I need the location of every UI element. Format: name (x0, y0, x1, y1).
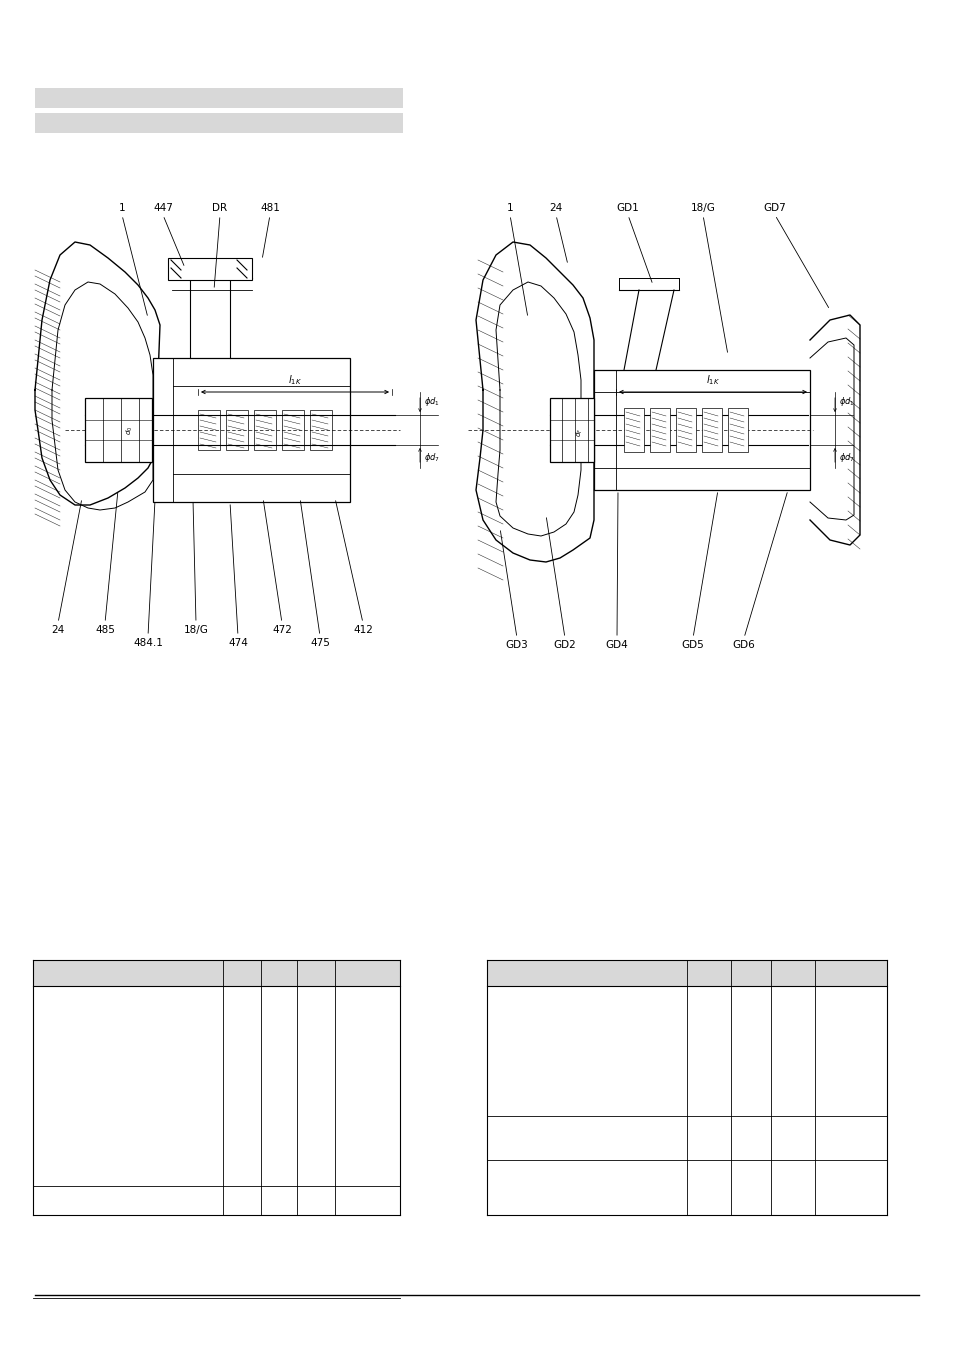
Bar (649, 408, 669, 453)
Text: $\phi d_1$: $\phi d_1$ (423, 396, 439, 408)
Bar (486, 961, 886, 986)
Bar (594, 370, 809, 490)
Bar (152, 358, 350, 503)
Bar (198, 409, 220, 450)
Bar (623, 408, 643, 453)
Text: $\phi d_7$: $\phi d_7$ (838, 451, 854, 465)
Bar (550, 399, 594, 462)
Bar (35, 88, 402, 108)
Text: GD4: GD4 (605, 640, 628, 650)
Text: $l_{1K}$: $l_{1K}$ (705, 373, 720, 386)
Text: 24: 24 (51, 626, 65, 635)
Text: $l_{1K}$: $l_{1K}$ (288, 373, 302, 386)
Text: $\phi d_7$: $\phi d_7$ (423, 451, 439, 465)
Text: 447: 447 (152, 203, 172, 213)
Text: 474: 474 (228, 638, 248, 648)
Bar (727, 408, 747, 453)
Text: GD3: GD3 (505, 640, 528, 650)
Text: GD6: GD6 (732, 640, 755, 650)
Text: GD5: GD5 (680, 640, 703, 650)
Text: 412: 412 (353, 626, 373, 635)
Text: 1: 1 (118, 203, 125, 213)
Text: 18/G: 18/G (690, 203, 715, 213)
Text: $d_0$: $d_0$ (125, 426, 135, 435)
Text: $\phi d_1$: $\phi d_1$ (838, 396, 854, 408)
Bar (701, 408, 721, 453)
Text: 475: 475 (310, 638, 330, 648)
Bar (226, 409, 248, 450)
Bar (85, 399, 152, 462)
Bar (282, 409, 304, 450)
Text: 18/G: 18/G (183, 626, 208, 635)
Bar (253, 409, 275, 450)
Text: 472: 472 (272, 626, 292, 635)
Bar (168, 258, 252, 280)
Text: GD2: GD2 (553, 640, 576, 650)
Bar (35, 113, 402, 132)
Text: 485: 485 (95, 626, 114, 635)
Text: DR: DR (213, 203, 228, 213)
Bar (676, 408, 696, 453)
Bar (33, 961, 399, 986)
Text: GD1: GD1 (616, 203, 639, 213)
Text: GD7: GD7 (762, 203, 785, 213)
Text: 484.1: 484.1 (132, 638, 163, 648)
Text: $d_F$: $d_F$ (575, 427, 584, 436)
Text: 24: 24 (549, 203, 562, 213)
Text: 481: 481 (260, 203, 279, 213)
Bar (310, 409, 332, 450)
Text: 1: 1 (506, 203, 513, 213)
